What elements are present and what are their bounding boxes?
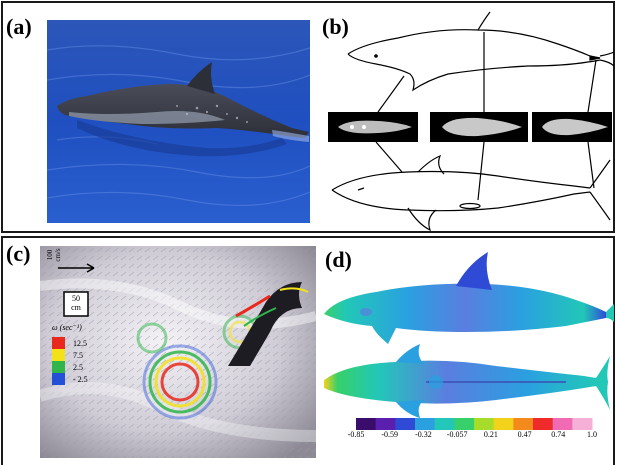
vorticity-legend-value: 12.5 xyxy=(73,338,87,348)
vorticity-legend-value: - 2.5 xyxy=(73,374,88,384)
vorticity-legend: ω (sec⁻¹) 12.5 7.5 2.5 - 2.5 xyxy=(52,323,88,385)
vorticity-legend-title: ω (sec⁻¹) xyxy=(52,323,82,332)
colorbar-tick-label: -0.85 xyxy=(347,430,365,439)
panel-a-label: (a) xyxy=(6,14,32,39)
vorticity-legend-value: 7.5 xyxy=(73,350,83,360)
colorbar-tick-label: 0.21 xyxy=(483,430,498,439)
cross-section-boxes xyxy=(328,112,612,142)
colorbar-segment xyxy=(474,418,495,430)
length-scale-value: 50 xyxy=(72,294,80,303)
vorticity-legend-row: 12.5 xyxy=(52,337,88,349)
colorbar-segment xyxy=(454,418,475,430)
arrow-scale-value: 100 xyxy=(46,249,54,261)
colorbar-tick-label: -0.32 xyxy=(415,430,432,439)
vorticity-legend-row: 7.5 xyxy=(52,349,88,361)
vorticity-legend-swatch xyxy=(52,373,65,385)
vorticity-legend-swatch xyxy=(52,337,65,349)
vorticity-legend-value: 2.5 xyxy=(73,362,83,372)
panel-bottom-frame xyxy=(1,236,615,465)
pressure-map: -0.85 -0.59 -0.32 -0.057 0.21 0.47 0.74 1.0 xyxy=(316,246,614,456)
colorbar-tick-label: 1.0 xyxy=(587,430,597,439)
colorbar-segment xyxy=(415,418,436,430)
colorbar-segment xyxy=(513,418,534,430)
arrow-scale-label: 100 cm/s xyxy=(46,247,62,263)
panel-top-frame xyxy=(1,1,615,233)
colorbar-segment xyxy=(434,418,455,430)
panel-c-label: (c) xyxy=(6,241,31,266)
colorbar-tick-label: -0.59 xyxy=(381,430,399,439)
colorbar-segment xyxy=(493,418,514,430)
arrow-scale-unit: cm/s xyxy=(54,248,62,262)
vorticity-field-image xyxy=(40,246,316,458)
dolphin-schematic xyxy=(318,10,615,232)
colorbar-tick-label: 0.47 xyxy=(517,430,532,439)
vorticity-legend-swatch xyxy=(52,361,65,373)
colorbar-segment xyxy=(533,418,554,430)
colorbar-segment xyxy=(356,418,377,430)
vorticity-legend-swatch xyxy=(52,349,65,361)
colorbar-segment xyxy=(375,418,396,430)
colorbar-segment xyxy=(572,418,593,430)
vorticity-legend-row: 2.5 xyxy=(52,361,88,373)
colorbar-tick-label: 0.74 xyxy=(551,430,566,439)
length-scale-label: 50 cm xyxy=(64,294,88,312)
vorticity-legend-row: - 2.5 xyxy=(52,373,88,385)
colorbar-segment xyxy=(552,418,573,430)
panel-b-label: (b) xyxy=(322,14,349,39)
panel-d-label: (d) xyxy=(325,247,352,272)
colorbar-tick-label: -0.057 xyxy=(446,430,468,439)
colorbar-segment xyxy=(395,418,416,430)
dolphin-photo xyxy=(47,20,310,223)
length-scale-unit: cm xyxy=(71,303,81,312)
